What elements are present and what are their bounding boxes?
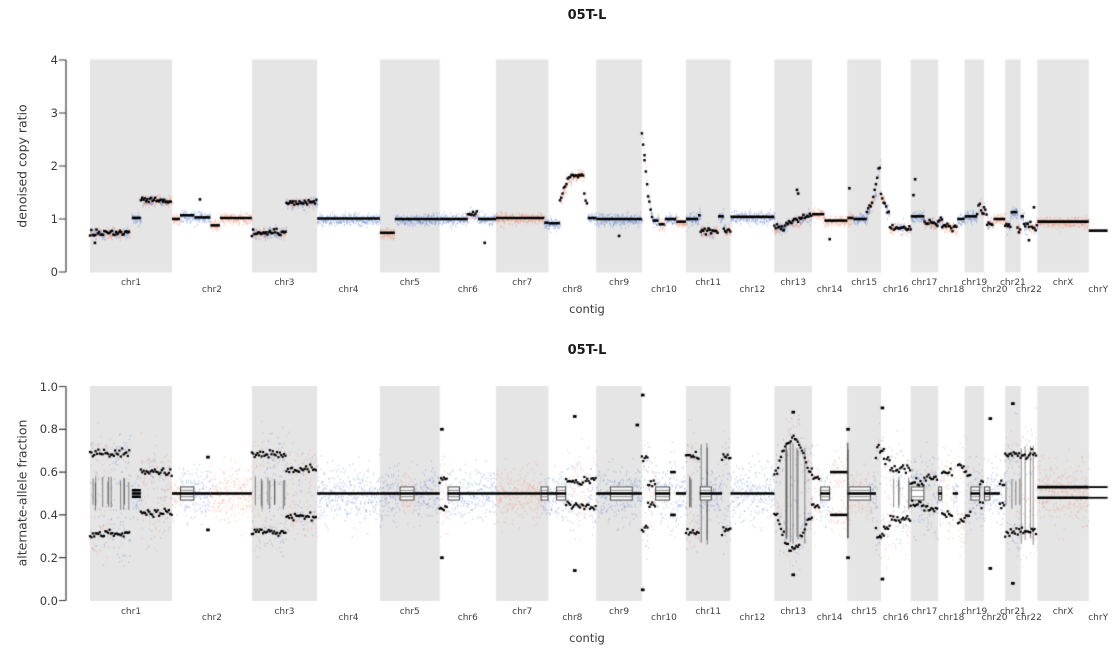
allele-fraction-x-tick-label-chr14: chr14	[816, 613, 843, 623]
allele-fraction-x-tick-label-chr2: chr2	[201, 613, 222, 623]
allele-fraction-y-tick-label: 0.6	[39, 465, 58, 480]
allele-fraction-x-tick-label-chr3: chr3	[274, 606, 295, 617]
allele-fraction-x-tick-label-chr11: chr11	[695, 606, 722, 617]
allele-fraction-y-tick-label: 0.0	[39, 593, 58, 608]
allele-fraction-y-tick-label: 1.0	[39, 379, 58, 394]
allele-fraction-x-tick-label-chr13: chr13	[780, 606, 807, 617]
allele-fraction-x-tick-label-chr12: chr12	[739, 613, 766, 623]
copy-ratio-x-tick-label-chr20: chr20	[981, 284, 1008, 295]
allele-fraction-x-tick-label-chr10: chr10	[651, 613, 677, 623]
copy-ratio-x-tick-label-chr21: chr21	[999, 278, 1026, 288]
allele-fraction-x-tick-label-chr9: chr9	[609, 606, 630, 617]
copy-ratio-x-tick-label-chr4: chr4	[338, 284, 359, 295]
allele-fraction-x-tick-label-chr22: chr22	[1016, 613, 1042, 623]
allele-fraction-x-tick-label-chr1: chr1	[120, 606, 142, 617]
copy-ratio-x-tick-label-chr17: chr17	[911, 278, 938, 288]
copy-ratio-x-tick-label-chr12: chr12	[739, 284, 766, 295]
copy-ratio-x-tick-label-chr15: chr15	[851, 278, 878, 288]
allele-fraction-x-tick-label-chrX: chrX	[1052, 606, 1074, 617]
copy-ratio-x-tick-label-chr7: chr7	[512, 278, 533, 288]
allele-fraction-x-tick-label-chr6: chr6	[457, 613, 478, 623]
allele-fraction-x-tick-label-chr18: chr18	[938, 613, 965, 623]
copy-ratio-x-tick-label-chr13: chr13	[780, 278, 807, 288]
allele-fraction-x-tick-label-chr7: chr7	[512, 606, 533, 617]
copy-ratio-x-tick-label-chr2: chr2	[201, 284, 222, 295]
copy-ratio-x-tick-label-chr5: chr5	[399, 278, 420, 288]
copy-ratio-y-tick-label: 1	[50, 212, 58, 226]
copy-ratio-y-tick-label: 0	[50, 265, 58, 279]
allele-fraction-y-tick-label: 0.2	[39, 550, 58, 565]
allele-fraction-x-tick-label-chr21: chr21	[999, 606, 1026, 617]
copy-ratio-plot-title: 05T-L	[567, 8, 607, 23]
copy-ratio-x-tick-label-chr8: chr8	[562, 284, 583, 295]
copy-ratio-x-tick-label-chr14: chr14	[816, 284, 843, 295]
copy-ratio-x-tick-label-chr10: chr10	[651, 284, 677, 295]
copy-ratio-x-tick-label-chr9: chr9	[609, 278, 630, 288]
copy-ratio-x-tick-label-chr11: chr11	[695, 278, 722, 288]
allele-fraction-x-tick-label-chr16: chr16	[882, 613, 909, 623]
copy-ratio-x-tick-label-chr22: chr22	[1016, 284, 1042, 295]
allele-fraction-x-tick-label-chr5: chr5	[399, 606, 420, 617]
copy-ratio-y-tick-label: 3	[50, 106, 58, 120]
allele-fraction-x-tick-label-chrY: chrY	[1088, 613, 1109, 623]
copy-ratio-x-tick-label-chr6: chr6	[457, 284, 478, 295]
copy-ratio-x-tick-label-chr1: chr1	[120, 278, 142, 288]
allele-fraction-x-tick-label-chr15: chr15	[851, 606, 878, 617]
allele-fraction-x-axis-label: contig	[569, 631, 605, 645]
copy-ratio-x-tick-label-chr18: chr18	[938, 284, 965, 295]
allele-fraction-x-tick-label-chr8: chr8	[562, 613, 583, 623]
allele-fraction-y-tick-label: 0.8	[39, 422, 58, 437]
copy-ratio-y-tick-label: 4	[50, 53, 58, 67]
copy-ratio-x-tick-label-chrX: chrX	[1052, 278, 1074, 288]
allele-fraction-plot-title: 05T-L	[567, 343, 607, 358]
copy-ratio-x-tick-label-chr3: chr3	[274, 278, 295, 288]
allele-fraction-y-tick-label: 0.4	[39, 507, 58, 522]
allele-fraction-x-tick-label-chr17: chr17	[911, 606, 938, 617]
allele-fraction-y-axis-label: alternate-allele fraction	[14, 419, 30, 567]
copy-ratio-x-tick-label-chr19: chr19	[961, 278, 988, 288]
allele-fraction-x-tick-label-chr4: chr4	[338, 613, 359, 623]
copy-ratio-x-tick-label-chr16: chr16	[882, 284, 909, 295]
allele-fraction-x-tick-label-chr20: chr20	[981, 613, 1008, 623]
copy-ratio-x-tick-label-chrY: chrY	[1088, 284, 1109, 295]
allele-fraction-x-tick-label-chr19: chr19	[961, 606, 988, 617]
copy-ratio-y-tick-label: 2	[50, 159, 58, 173]
copy-ratio-x-axis-label: contig	[569, 302, 605, 316]
